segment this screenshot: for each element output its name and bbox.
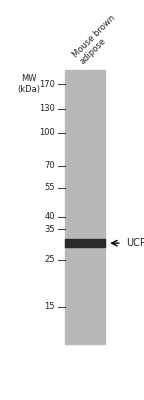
Text: Mouse brown
adipose: Mouse brown adipose — [71, 13, 125, 66]
Bar — [65, 70, 105, 344]
Text: 40: 40 — [44, 212, 55, 221]
Text: 70: 70 — [44, 161, 55, 170]
Text: 25: 25 — [44, 255, 55, 264]
Text: 35: 35 — [44, 224, 55, 234]
Text: 100: 100 — [39, 128, 55, 138]
Text: UCP1: UCP1 — [126, 238, 144, 248]
Text: 170: 170 — [39, 80, 55, 89]
Text: 130: 130 — [39, 104, 55, 114]
Text: 15: 15 — [44, 302, 55, 311]
Bar — [65, 239, 105, 247]
Text: MW
(kDa): MW (kDa) — [18, 74, 41, 94]
Text: 55: 55 — [44, 183, 55, 192]
